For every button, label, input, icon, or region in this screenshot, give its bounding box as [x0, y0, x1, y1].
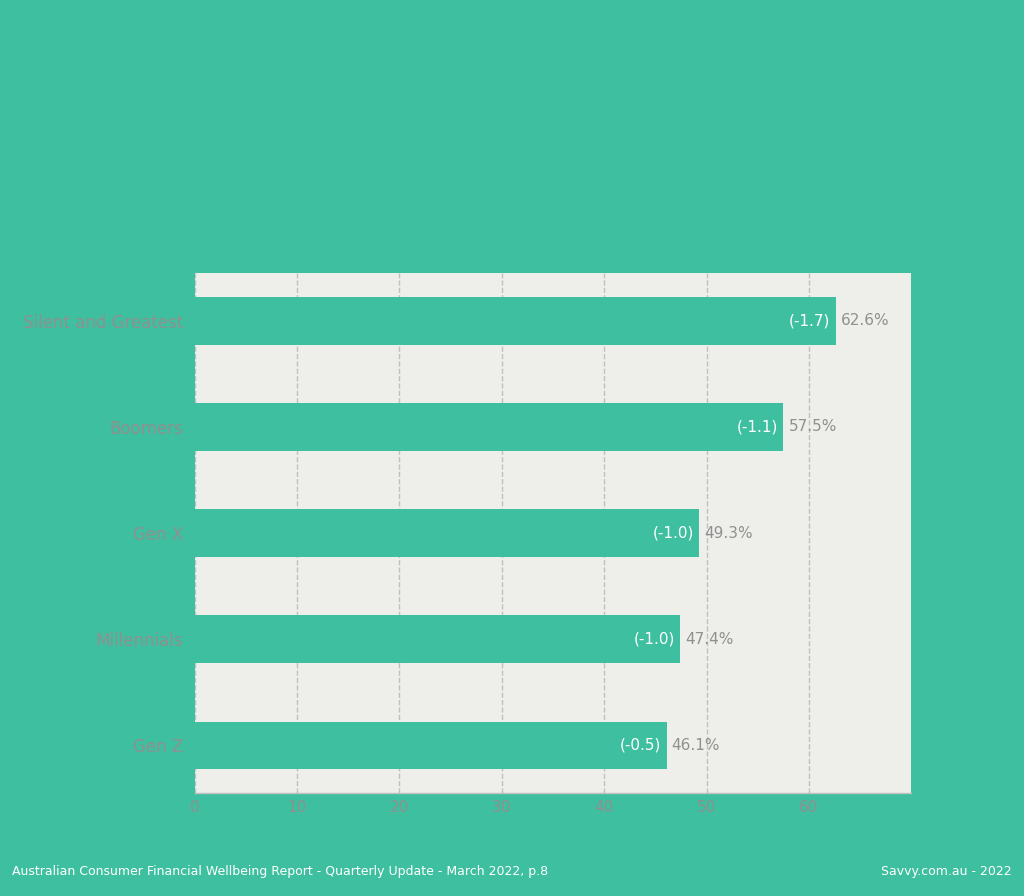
Text: Australian Consumer Financial Wellbeing Report - Quarterly Update - March 2022, : Australian Consumer Financial Wellbeing …	[12, 865, 549, 878]
Text: 47.4%: 47.4%	[685, 632, 733, 647]
Bar	[195, 616, 680, 663]
Text: (-1.0): (-1.0)	[653, 526, 694, 540]
Text: 62.6%: 62.6%	[841, 314, 889, 328]
Text: Savvy.com.au - 2022: Savvy.com.au - 2022	[881, 865, 1012, 878]
Bar	[195, 297, 836, 345]
Text: (-0.5): (-0.5)	[621, 738, 662, 753]
Text: (-1.1): (-1.1)	[737, 419, 778, 435]
Text: (-1.0): (-1.0)	[634, 632, 675, 647]
Text: (-1.7): (-1.7)	[790, 314, 830, 328]
Bar	[195, 403, 783, 451]
Text: 49.3%: 49.3%	[705, 526, 753, 540]
Text: 46.1%: 46.1%	[672, 738, 720, 753]
Bar	[195, 509, 699, 557]
Text: YoY Change in Financial Wellbeing
by Generation: YoY Change in Financial Wellbeing by Gen…	[150, 99, 874, 179]
Bar	[195, 721, 667, 770]
Text: 57.5%: 57.5%	[788, 419, 837, 435]
